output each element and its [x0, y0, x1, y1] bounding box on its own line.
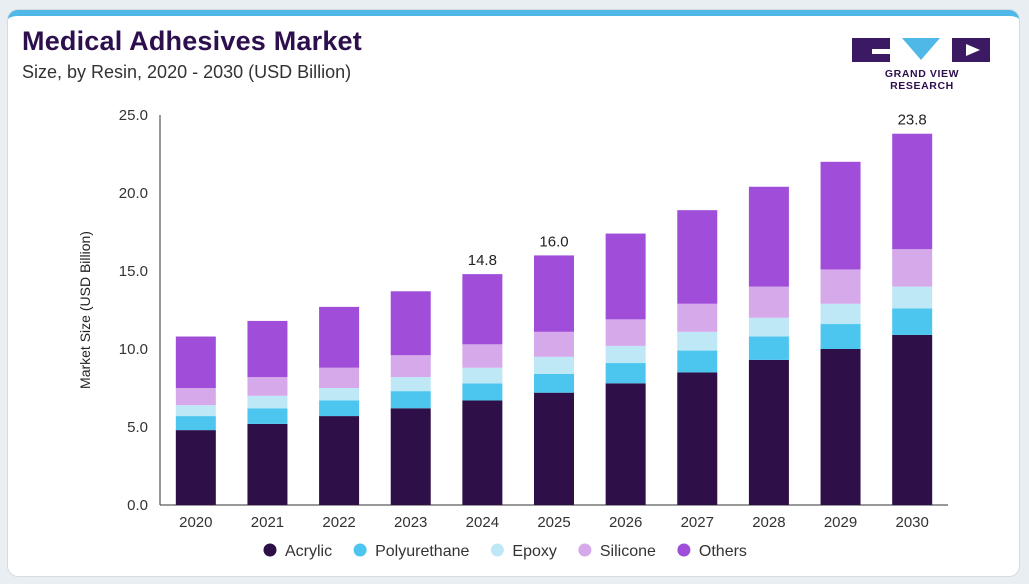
y-tick-label: 0.0	[127, 497, 148, 514]
x-tick-label: 2028	[752, 514, 785, 531]
bar-epoxy-2025	[534, 356, 574, 374]
bar-polyurethane-2030	[892, 308, 933, 335]
bar-others-2020	[175, 336, 216, 388]
bar-polyurethane-2028	[748, 336, 789, 360]
bar-acrylic-2024	[462, 400, 503, 505]
bar-epoxy-2022	[319, 388, 360, 401]
x-tick-label: 2025	[537, 514, 570, 531]
y-axis-label: Market Size (USD Billion)	[77, 231, 93, 389]
y-tick-label: 25.0	[119, 107, 148, 124]
bar-polyurethane-2021	[247, 408, 288, 424]
bar-polyurethane-2027	[677, 350, 718, 373]
bar-acrylic-2025	[534, 392, 574, 505]
bar-silicone-2027	[677, 303, 718, 332]
bar-others-2021	[247, 320, 288, 378]
bar-epoxy-2023	[390, 377, 431, 392]
legend-label-acrylic: Acrylic	[285, 543, 332, 560]
bar-epoxy-2027	[677, 331, 718, 351]
bar-acrylic-2020	[175, 430, 216, 505]
bar-polyurethane-2020	[175, 416, 216, 431]
bar-silicone-2024	[462, 344, 503, 368]
chart-subtitle: Size, by Resin, 2020 - 2030 (USD Billion…	[22, 62, 352, 82]
bar-acrylic-2028	[748, 359, 789, 505]
bar-silicone-2023	[390, 355, 431, 378]
bar-others-2023	[390, 291, 431, 356]
bar-silicone-2026	[605, 319, 646, 346]
bar-silicone-2021	[247, 377, 288, 396]
bar-epoxy-2028	[748, 317, 789, 337]
bar-others-2022	[319, 306, 360, 368]
bar-silicone-2025	[534, 331, 574, 357]
legend-label-polyurethane: Polyurethane	[375, 543, 469, 560]
bar-others-2028	[748, 186, 789, 287]
x-tick-label: 2027	[681, 514, 714, 531]
x-tick-label: 2026	[609, 514, 642, 531]
y-tick-label: 20.0	[119, 185, 148, 202]
bar-silicone-2028	[748, 286, 789, 318]
legend-marker-others	[677, 543, 691, 557]
chart-axes: 0.0 5.0 10.0 15.0 20.0 25.0 Market Size (USD B…	[77, 107, 948, 531]
bar-epoxy-2021	[247, 395, 288, 409]
bar-epoxy-2029	[820, 303, 861, 325]
y-tick-label: 10.0	[119, 341, 148, 358]
x-tick-label: 2029	[824, 514, 857, 531]
legend-label-epoxy: Epoxy	[512, 543, 556, 560]
x-tick-label: 2030	[895, 514, 928, 531]
bar-others-2030	[892, 133, 933, 250]
bar-silicone-2029	[820, 269, 861, 304]
bar-epoxy-2024	[462, 367, 503, 384]
legend-marker-silicone	[578, 543, 592, 557]
bar-polyurethane-2029	[820, 324, 861, 349]
bar-epoxy-2026	[605, 345, 646, 364]
bar-acrylic-2022	[319, 416, 360, 505]
bar-acrylic-2029	[820, 349, 861, 505]
bar-silicone-2030	[892, 249, 933, 287]
legend-marker-acrylic	[263, 543, 277, 557]
bar-polyurethane-2026	[605, 363, 646, 384]
bar-acrylic-2026	[605, 383, 646, 505]
data-label-2030: 23.8	[898, 112, 927, 129]
y-tick-label: 5.0	[127, 419, 148, 436]
bar-others-2029	[820, 161, 861, 270]
bar-polyurethane-2022	[319, 400, 360, 417]
grand-view-research-logo-icon	[852, 38, 990, 62]
bar-silicone-2022	[319, 367, 360, 388]
data-label-2025: 16.0	[539, 233, 568, 250]
x-tick-label: 2023	[394, 514, 427, 531]
bar-others-2026	[605, 233, 646, 320]
bar-epoxy-2030	[892, 286, 933, 309]
legend-label-silicone: Silicone	[600, 543, 656, 560]
x-tick-label: 2020	[179, 514, 212, 531]
chart-data-labels: 14.8 16.0 23.8	[468, 112, 927, 269]
x-tick-label: 2022	[322, 514, 355, 531]
legend-marker-epoxy	[490, 543, 504, 557]
bar-silicone-2020	[175, 388, 216, 406]
x-tick-label: 2021	[251, 514, 284, 531]
bar-polyurethane-2024	[462, 383, 503, 401]
logo-text: GRAND VIEW RESEARCH	[884, 68, 960, 92]
bar-acrylic-2021	[247, 423, 288, 505]
bar-others-2024	[462, 274, 503, 345]
bar-epoxy-2020	[175, 405, 216, 417]
chart-bars	[175, 133, 933, 505]
y-tick-label: 15.0	[119, 263, 148, 280]
bar-polyurethane-2025	[534, 373, 574, 393]
bar-others-2025	[534, 255, 574, 332]
chart-title: Medical Adhesives Market	[22, 26, 362, 56]
x-tick-label: 2024	[466, 514, 499, 531]
bar-acrylic-2027	[677, 372, 718, 505]
bar-polyurethane-2023	[390, 391, 431, 409]
bar-acrylic-2030	[892, 334, 933, 505]
legend-label-others: Others	[699, 543, 747, 560]
chart-legend: Acrylic Polyurethane Epoxy Silicone Others	[263, 543, 747, 560]
bar-others-2027	[677, 210, 718, 304]
legend-marker-polyurethane	[353, 543, 367, 557]
bar-acrylic-2023	[390, 408, 431, 505]
data-label-2024: 14.8	[468, 252, 497, 269]
